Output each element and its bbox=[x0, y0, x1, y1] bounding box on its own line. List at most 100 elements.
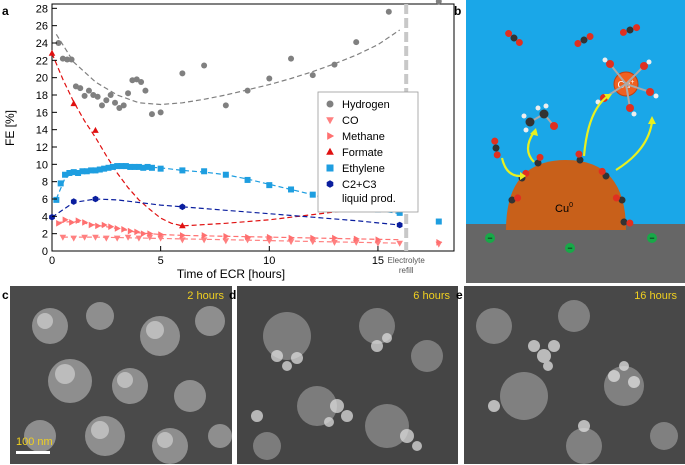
data-point-ethylene bbox=[135, 163, 142, 170]
y-tick-label: 22 bbox=[36, 55, 48, 67]
sem-texture-2h bbox=[10, 286, 232, 464]
x-tick-label: 10 bbox=[263, 255, 275, 267]
cu-particle bbox=[506, 160, 626, 230]
data-point-methane bbox=[436, 239, 443, 246]
data-point-ethylene bbox=[70, 169, 77, 176]
legend-marker-co bbox=[326, 117, 334, 125]
y-tick-label: 18 bbox=[36, 90, 48, 102]
y-axis-label: FE [%] bbox=[3, 110, 17, 146]
data-point-hydrogen bbox=[112, 99, 119, 106]
data-point-formate bbox=[179, 222, 186, 229]
sem-time-label-16h: 16 hours bbox=[634, 290, 677, 302]
data-point-co bbox=[179, 237, 186, 244]
data-point-hydrogen bbox=[138, 79, 145, 85]
data-point-ethylene bbox=[140, 164, 147, 171]
data-point-methane bbox=[127, 227, 134, 235]
legend-marker-c2-c3-liquid-prod bbox=[326, 180, 334, 188]
data-point-methane bbox=[75, 217, 82, 224]
legend-box bbox=[317, 91, 419, 213]
svg-text:−: − bbox=[649, 233, 654, 243]
data-point-hydrogen bbox=[288, 55, 295, 62]
data-point-ethylene bbox=[396, 209, 403, 216]
data-point-co bbox=[59, 234, 67, 241]
data-point-hydrogen bbox=[142, 87, 149, 94]
reaction-arrows bbox=[500, 95, 654, 178]
data-point-co bbox=[222, 238, 230, 245]
data-point-co bbox=[124, 234, 132, 241]
y-tick-label: 20 bbox=[36, 73, 48, 85]
data-point-ethylene bbox=[57, 180, 64, 187]
y-tick-label: 4 bbox=[42, 211, 48, 223]
data-point-methane bbox=[95, 222, 102, 230]
electron-icons: − − − bbox=[485, 233, 657, 253]
data-point-ethylene bbox=[92, 167, 99, 174]
data-point-methane bbox=[310, 234, 317, 242]
electrode-substrate bbox=[466, 224, 685, 283]
data-point-ethylene bbox=[118, 163, 125, 170]
data-point-hydrogen bbox=[157, 109, 164, 116]
data-point-ethylene bbox=[266, 182, 273, 189]
data-point-ethylene bbox=[66, 170, 73, 176]
data-point-ethylene bbox=[75, 170, 82, 176]
data-point-co bbox=[103, 235, 110, 242]
data-point-ethylene bbox=[79, 168, 86, 175]
data-point-c2-c3-liquid-prod bbox=[49, 213, 55, 221]
data-point-ethylene bbox=[244, 176, 251, 183]
data-point-ethylene bbox=[53, 196, 60, 203]
legend-label-formate: Formate bbox=[342, 147, 383, 159]
data-point-ethylene bbox=[101, 165, 108, 172]
data-point-methane bbox=[134, 228, 141, 236]
data-point-hydrogen bbox=[385, 8, 392, 15]
panel-label-d: d bbox=[229, 288, 237, 302]
data-point-c2-c3-liquid-prod bbox=[396, 221, 403, 229]
y-tick-label: 2 bbox=[42, 229, 48, 241]
data-point-co bbox=[70, 235, 78, 242]
data-point-hydrogen bbox=[435, 0, 442, 5]
data-point-formate bbox=[92, 126, 99, 133]
legend-label-co: CO bbox=[342, 115, 359, 127]
co2-molecules bbox=[491, 24, 641, 159]
y-tick-label: 16 bbox=[36, 107, 48, 119]
adsorbed-co-species bbox=[508, 150, 634, 227]
y-tick-label: 10 bbox=[36, 159, 48, 171]
panel-label-b: b bbox=[454, 4, 462, 18]
data-point-methane bbox=[158, 231, 165, 238]
svg-text:−: − bbox=[567, 243, 572, 253]
data-point-ethylene bbox=[88, 167, 95, 174]
x-tick-label: 15 bbox=[372, 255, 384, 267]
data-point-methane bbox=[375, 236, 382, 244]
data-point-ethylene bbox=[131, 163, 138, 170]
data-point-methane bbox=[353, 235, 360, 243]
data-point-formate bbox=[70, 100, 78, 107]
data-point-methane bbox=[332, 234, 339, 242]
arrow-heads bbox=[520, 94, 656, 180]
scale-bar bbox=[16, 451, 50, 454]
data-point-ethylene bbox=[148, 164, 155, 171]
data-point-methane bbox=[201, 232, 208, 239]
data-point-ethylene bbox=[288, 186, 295, 193]
data-point-methane bbox=[101, 221, 108, 229]
data-point-hydrogen bbox=[77, 85, 84, 92]
data-point-hydrogen bbox=[68, 56, 75, 63]
sem-texture-16h bbox=[464, 286, 685, 464]
data-point-methane bbox=[88, 221, 95, 229]
sem-image-16h: 16 hours bbox=[464, 286, 685, 464]
panel-label-e: e bbox=[456, 288, 463, 302]
data-point-c2-c3-liquid-prod bbox=[70, 198, 77, 205]
data-point-ethylene bbox=[114, 163, 121, 170]
data-point-hydrogen bbox=[222, 102, 229, 109]
legend-label-c2-c3-liquid-prod: C2+C3 liquid prod. bbox=[342, 179, 396, 205]
series-hydrogen bbox=[55, 0, 442, 118]
data-point-co bbox=[92, 234, 99, 241]
data-point-co bbox=[200, 237, 208, 244]
data-point-hydrogen bbox=[353, 39, 360, 46]
y-tick-label: 6 bbox=[42, 194, 48, 206]
data-point-co bbox=[81, 234, 88, 241]
data-point-methane bbox=[114, 225, 121, 232]
data-point-ethylene bbox=[96, 166, 103, 173]
data-point-hydrogen bbox=[107, 92, 114, 98]
electrolyte-refill-label: Electrolyte refill bbox=[388, 256, 426, 275]
data-point-c2-c3-liquid-prod bbox=[179, 203, 186, 211]
fit-curve-co bbox=[62, 236, 400, 244]
y-tick-label: 28 bbox=[36, 3, 48, 15]
